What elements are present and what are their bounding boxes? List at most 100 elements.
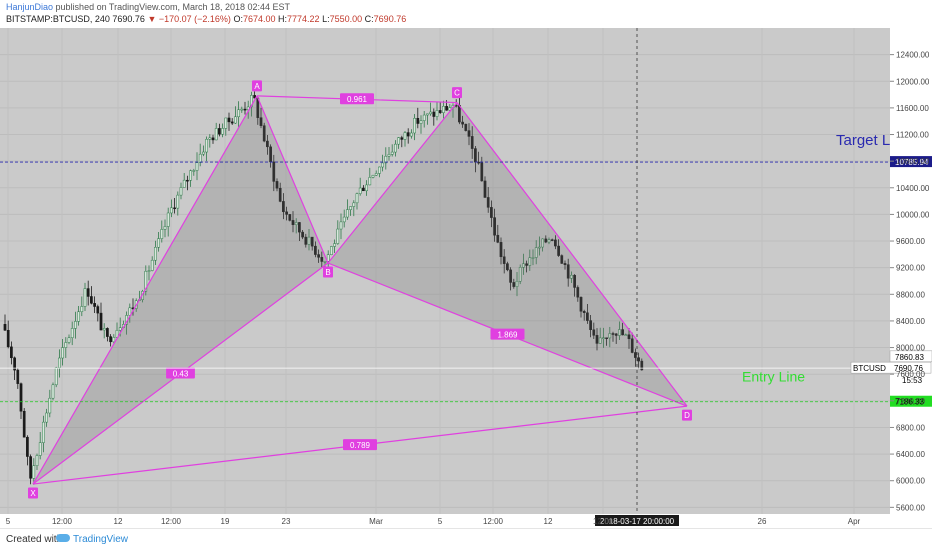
last-price-label: 7860.83	[895, 353, 924, 362]
candle-body	[429, 111, 432, 115]
candle-body	[563, 263, 567, 265]
candle-body	[566, 264, 570, 279]
candle-body	[432, 111, 436, 117]
y-tick-label: 6400.00	[896, 450, 925, 459]
candle-body	[442, 106, 445, 113]
tradingview-brand[interactable]: TradingView	[56, 534, 128, 545]
bcd-fill	[328, 102, 687, 407]
x-tick-label: 12	[114, 517, 123, 526]
candle-body	[323, 261, 327, 263]
candle-body	[499, 242, 503, 258]
candle-body	[61, 347, 64, 359]
price-change: −170.07 (−2.16%)	[158, 14, 231, 24]
candle-body	[38, 442, 42, 456]
candle-body	[416, 118, 420, 124]
candle-body	[326, 254, 330, 262]
candle-body	[96, 306, 100, 314]
candle-body	[278, 187, 282, 202]
x-tick-label: Apr	[848, 517, 861, 526]
x-tick-label: 12:00	[52, 517, 73, 526]
y-tick-label: 7600.00	[896, 370, 925, 379]
candle-body	[410, 132, 413, 137]
open-value: 7674.00	[242, 14, 276, 24]
candle-body	[144, 270, 148, 292]
y-tick-label: 8800.00	[896, 290, 925, 299]
candle-body	[470, 136, 474, 149]
candle-body	[576, 287, 580, 298]
entry-text: Entry Line	[742, 369, 805, 385]
x-tick-label: 12:00	[593, 517, 614, 526]
candle-body	[486, 197, 490, 208]
candle-body	[147, 270, 151, 272]
target-price-bg	[890, 156, 932, 168]
author-link[interactable]: HanjunDiao	[6, 2, 54, 12]
candle-body	[496, 234, 500, 243]
candle-body	[627, 334, 631, 340]
candle-body	[224, 117, 228, 129]
axis-labels: 12400.00 12000.00 11600.00 11200.00 10800.00…	[6, 51, 930, 526]
candle-body	[192, 170, 196, 172]
candle-body	[336, 228, 340, 244]
time-axis	[0, 514, 890, 528]
candle-body	[413, 118, 416, 134]
candle-body	[522, 263, 525, 268]
target-text: Target L	[836, 132, 890, 149]
candle-body	[282, 201, 285, 213]
candle-body	[352, 202, 356, 207]
y-tick-label: 12400.00	[896, 51, 930, 60]
leg-cd	[456, 102, 688, 407]
publish-line: HanjunDiao published on TradingView.com,…	[6, 2, 290, 12]
candle-body	[3, 324, 7, 331]
candle-body	[490, 207, 493, 218]
candle-body	[381, 162, 384, 168]
candle-body	[64, 342, 68, 348]
ratio-label-bg	[490, 328, 525, 340]
candle-body	[518, 267, 522, 282]
candle-body	[16, 369, 20, 384]
crosshair-time-bg	[595, 515, 679, 526]
candle-body	[195, 162, 199, 171]
candle-body	[288, 214, 292, 221]
footer: Created with TradingView	[0, 528, 932, 551]
publish-text: published on TradingView.com, March 18, …	[55, 2, 291, 12]
candle-body	[602, 337, 605, 339]
ratio-label-bg	[166, 367, 195, 379]
y-tick-label: 7200.00	[896, 397, 925, 406]
price-chart[interactable]: 0.961 0.43 1.869 0.789 X A B C D Target L 10785.9…	[0, 28, 932, 528]
crosshair-time: 2018-03-17 20:00:00	[600, 517, 675, 526]
x-tick-label: Mar	[369, 517, 383, 526]
candle-body	[154, 246, 157, 261]
candle-body	[22, 410, 26, 438]
candle-body	[250, 95, 253, 108]
x-tick-label: 12:00	[483, 517, 504, 526]
candle-body	[541, 238, 544, 248]
candle-body	[634, 352, 637, 358]
candle-body	[35, 455, 39, 466]
candle-body	[74, 321, 77, 329]
candle-body	[605, 337, 608, 339]
candle-body	[298, 222, 301, 233]
ratio-label: 0.43	[173, 370, 189, 379]
btcusd-tag-value: 7690.76	[894, 364, 923, 373]
candle-body	[506, 263, 509, 271]
chart-header: HanjunDiao published on TradingView.com,…	[0, 0, 932, 28]
point-label-bg	[252, 80, 262, 92]
candle-body	[528, 257, 532, 266]
candle-body	[48, 397, 52, 414]
chart-area[interactable]: 0.961 0.43 1.869 0.789 X A B C D Target L 10785.9…	[0, 28, 932, 528]
candle-body	[86, 288, 90, 297]
candle-body	[253, 95, 256, 99]
candle-body	[262, 125, 266, 142]
candle-body	[237, 109, 240, 118]
candle-body	[230, 121, 234, 124]
candle-body	[307, 236, 311, 245]
candle-body	[480, 162, 484, 182]
btcusd-tag-bg	[850, 361, 932, 374]
candle-body	[595, 335, 599, 344]
x-tick-label: 5	[438, 517, 443, 526]
candle-body	[403, 132, 407, 140]
last-price-bg	[889, 350, 932, 363]
ratio-label-bg	[340, 93, 374, 105]
x-tick-label: 5	[6, 517, 11, 526]
candle-body	[106, 328, 109, 337]
